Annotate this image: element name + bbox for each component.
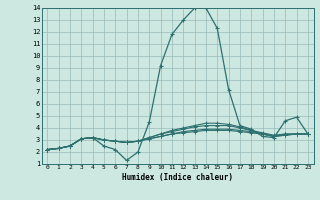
X-axis label: Humidex (Indice chaleur): Humidex (Indice chaleur) <box>122 173 233 182</box>
